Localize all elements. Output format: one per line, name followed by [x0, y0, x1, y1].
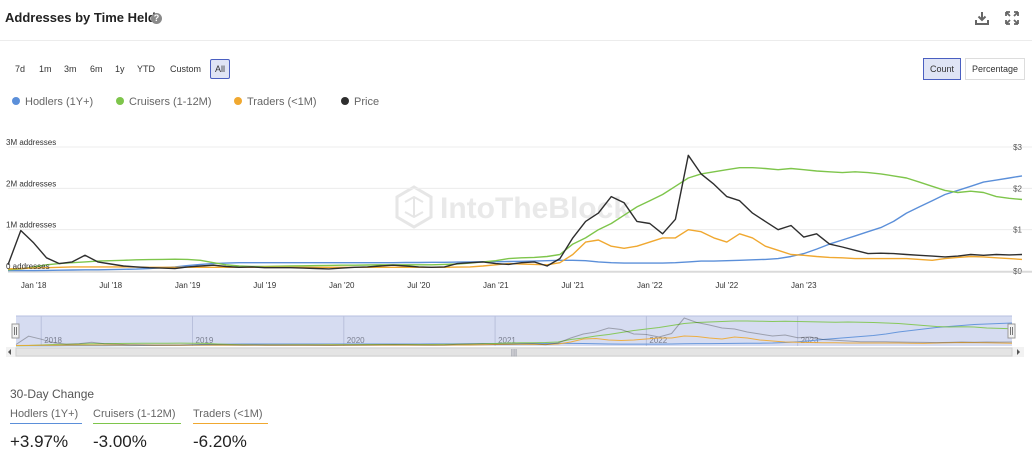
legend-item-cruisers[interactable]: Cruisers (1-12M) — [116, 96, 212, 108]
legend-marker-traders — [234, 97, 242, 105]
legend-item-hodlers[interactable]: Hodlers (1Y+) — [12, 96, 93, 108]
scrollbar-thumb[interactable] — [15, 347, 1013, 357]
range-button-6m[interactable]: 6m — [90, 64, 103, 74]
range-button-all[interactable]: All — [210, 59, 231, 79]
range-button-1y[interactable]: 1y — [115, 64, 125, 74]
y-tick-label-right: $2 — [1013, 184, 1022, 193]
navigator[interactable]: 2018 2019 2020 2021 2022 2023||| — [0, 310, 1032, 360]
change-label-hodlers: Hodlers (1Y+) — [10, 408, 82, 424]
change-label-cruisers: Cruisers (1-12M) — [93, 408, 181, 424]
range-button-ytd[interactable]: YTD — [137, 64, 155, 74]
navigator-year-label: 2022 — [649, 336, 667, 345]
x-tick-label: Jul '19 — [253, 281, 276, 290]
navigator-line-traders — [15, 335, 1013, 346]
legend-label-hodlers: Hodlers (1Y+) — [25, 96, 94, 108]
legend-item-traders[interactable]: Traders (<1M) — [234, 96, 317, 108]
navigator-year-label: 2019 — [196, 336, 214, 345]
legend-item-price[interactable]: Price — [341, 96, 379, 108]
range-button-3m[interactable]: 3m — [64, 64, 77, 74]
change-title: 30-Day Change — [10, 387, 95, 401]
navigator-year-label: 2018 — [44, 336, 62, 345]
range-button-7d[interactable]: 7d — [15, 64, 26, 74]
navigator-scrollbar[interactable]: ||| — [6, 347, 1024, 357]
legend-label-traders: Traders (<1M) — [247, 96, 317, 108]
legend-label-cruisers: Cruisers (1-12M) — [129, 96, 212, 108]
change-label-traders: Traders (<1M) — [193, 408, 268, 424]
legend-label-price: Price — [354, 96, 380, 108]
legend-marker-hodlers — [12, 97, 20, 105]
y-tick-label-left: 3M addresses — [6, 138, 56, 147]
x-tick-label: Jul '22 — [715, 281, 738, 290]
scroll-right-arrow-icon[interactable] — [1017, 349, 1020, 355]
change-hodlers: Hodlers (1Y+) +3.97% — [10, 408, 82, 452]
x-tick-label: Jul '18 — [99, 281, 122, 290]
x-tick-label: Jan '21 — [483, 281, 509, 290]
scrollbar-grip[interactable]: ||| — [511, 348, 517, 357]
count-button[interactable]: Count — [923, 58, 962, 80]
change-value-traders: -6.20% — [193, 432, 247, 451]
percentage-button[interactable]: Percentage — [965, 58, 1026, 80]
chart-title: Addresses by Time Held — [5, 10, 156, 25]
watermark: IntoTheBlock — [395, 185, 630, 229]
y-tick-label-left: 2M addresses — [6, 179, 56, 188]
y-tick-label-right: $1 — [1013, 226, 1022, 235]
change-traders: Traders (<1M) -6.20% — [193, 408, 268, 452]
range-button-custom[interactable]: Custom — [170, 64, 202, 74]
change-cruisers: Cruisers (1-12M) -3.00% — [93, 408, 181, 452]
chart-header: Addresses by Time Held ? — [0, 0, 1032, 41]
question-icon[interactable]: ? — [151, 13, 162, 24]
x-tick-label: Jan '22 — [637, 281, 663, 290]
expand-icon[interactable] — [1004, 10, 1020, 26]
series-line-price[interactable] — [7, 154, 1023, 270]
y-tick-label-left: 0 addresses — [6, 262, 50, 271]
navigator-line-price — [15, 317, 1013, 347]
navigator-handle-left[interactable] — [11, 323, 20, 339]
legend-marker-cruisers — [116, 97, 124, 105]
change-value-cruisers: -3.00% — [93, 432, 147, 451]
x-tick-label: Jan '18 — [21, 281, 47, 290]
x-tick-label: Jan '23 — [791, 281, 817, 290]
x-tick-label: Jul '21 — [561, 281, 584, 290]
legend-marker-price — [341, 97, 349, 105]
watermark-text: IntoTheBlock — [440, 192, 630, 225]
main-chart[interactable]: IntoTheBlock 0 addresses 1M addresses 2M a… — [0, 130, 1032, 300]
navigator-line-cruisers — [15, 320, 1013, 347]
y-tick-label-right: $3 — [1013, 143, 1022, 152]
y-tick-label-left: 1M addresses — [6, 221, 56, 230]
x-tick-label: Jan '19 — [175, 281, 201, 290]
download-icon[interactable] — [974, 10, 990, 26]
series-line-cruisers[interactable] — [7, 167, 1023, 271]
range-button-1m[interactable]: 1m — [39, 64, 52, 74]
scroll-left-arrow-icon[interactable] — [8, 349, 11, 355]
x-tick-label: Jan '20 — [329, 281, 355, 290]
navigator-selection[interactable] — [16, 316, 1012, 346]
navigator-year-label: 2021 — [498, 336, 516, 345]
change-value-hodlers: +3.97% — [10, 432, 69, 451]
x-tick-label: Jul '20 — [407, 281, 430, 290]
navigator-handle-right[interactable] — [1007, 323, 1016, 339]
navigator-year-label: 2020 — [347, 336, 365, 345]
